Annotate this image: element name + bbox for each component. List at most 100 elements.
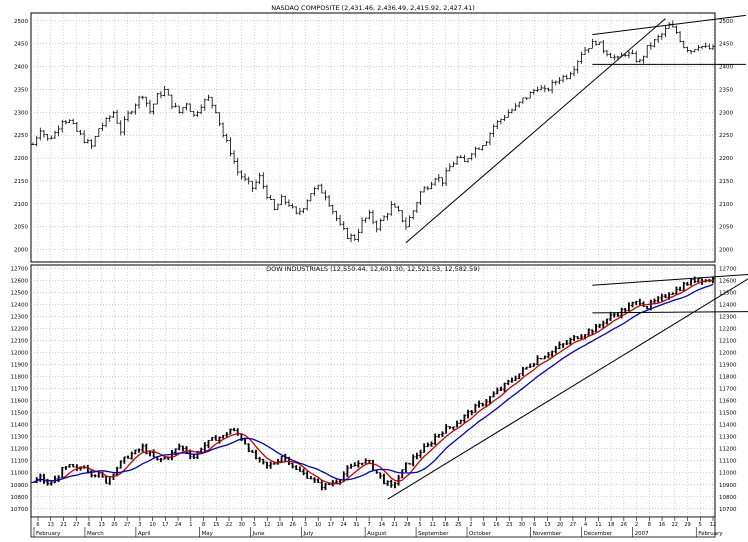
month-label: July xyxy=(302,531,314,537)
y-tick-label-left: 2100 xyxy=(14,202,28,208)
y-tick-label-right: 11200 xyxy=(719,447,737,453)
x-tick-label: 21 xyxy=(391,522,397,528)
month-label: 2007 xyxy=(635,531,649,537)
x-tick-label: 21 xyxy=(60,522,66,528)
x-tick-label: 25 xyxy=(455,522,461,528)
x-tick-label: 5 xyxy=(418,522,421,528)
y-tick-label-right: 11500 xyxy=(719,411,737,417)
y-tick-label-right: 11900 xyxy=(719,363,737,369)
month-label: June xyxy=(252,531,266,537)
y-tick-label-right: 11700 xyxy=(719,387,737,393)
x-tick-label: 28 xyxy=(404,522,410,528)
x-tick-label: 8 xyxy=(202,522,205,528)
y-tick-label-right: 11800 xyxy=(719,375,737,381)
nasdaq-title: NASDAQ COMPOSITE (2,431.46, 2,436.49, 2,… xyxy=(271,4,475,12)
x-tick-label: 16 xyxy=(659,522,665,528)
y-tick-label-right: 2300 xyxy=(719,110,733,116)
y-tick-label-left: 11800 xyxy=(11,375,29,381)
y-tick-label-right: 11100 xyxy=(719,459,737,465)
x-tick-label: 26 xyxy=(621,522,627,528)
y-tick-label-right: 10800 xyxy=(719,495,737,501)
y-tick-label-left: 2000 xyxy=(14,248,28,254)
y-tick-label-left: 2300 xyxy=(14,110,28,116)
nasdaq-panel: NASDAQ COMPOSITE (2,431.46, 2,436.49, 2,… xyxy=(14,4,746,262)
y-tick-label-right: 2050 xyxy=(719,225,733,231)
x-tick-label: 8 xyxy=(648,522,651,528)
x-tick-label: 10 xyxy=(149,522,155,528)
y-tick-label-left: 12400 xyxy=(11,302,29,308)
x-tick-label: 22 xyxy=(672,522,678,528)
y-tick-label-right: 11000 xyxy=(719,471,737,477)
y-tick-label-right: 2450 xyxy=(719,42,733,48)
x-tick-label: 3 xyxy=(304,522,307,528)
x-tick-label: 27 xyxy=(73,522,79,528)
y-tick-label-right: 11400 xyxy=(719,423,737,429)
month-label: November xyxy=(533,531,562,537)
dow-panel: DOW INDUSTRIALS (12,550.44, 12,601.30, 1… xyxy=(11,265,748,517)
y-tick-label-right: 12100 xyxy=(719,339,737,345)
dow-plot-frame xyxy=(31,265,715,517)
x-tick-label: 18 xyxy=(442,522,448,528)
y-tick-label-left: 11000 xyxy=(11,471,29,477)
y-tick-label-left: 2050 xyxy=(14,225,28,231)
y-tick-label-left: 11200 xyxy=(11,447,29,453)
x-tick-label: 12 xyxy=(264,522,270,528)
x-tick-label: 3 xyxy=(138,522,141,528)
x-tick-label: 19 xyxy=(277,522,283,528)
y-tick-label-left: 11300 xyxy=(11,435,29,441)
x-tick-label: 13 xyxy=(544,522,550,528)
y-tick-label-right: 2350 xyxy=(719,87,733,93)
month-label: February xyxy=(36,531,61,537)
y-tick-label-right: 12000 xyxy=(719,351,737,357)
x-tick-label: 6 xyxy=(36,522,39,528)
y-tick-label-right: 12600 xyxy=(719,278,737,284)
y-tick-label-left: 12500 xyxy=(11,290,29,296)
x-tick-label: 22 xyxy=(226,522,232,528)
y-tick-label-left: 12000 xyxy=(11,351,29,357)
x-tick-label: 23 xyxy=(506,522,512,528)
y-tick-label-right: 2000 xyxy=(719,248,733,254)
x-tick-label: 27 xyxy=(570,522,576,528)
y-tick-label-left: 2150 xyxy=(14,179,28,185)
month-label: February xyxy=(698,531,723,537)
y-tick-label-right: 12700 xyxy=(719,266,737,272)
y-tick-label-left: 10900 xyxy=(11,483,29,489)
month-label: October xyxy=(469,531,492,537)
y-tick-label-right: 2500 xyxy=(719,19,733,25)
y-tick-label-left: 11500 xyxy=(11,411,29,417)
x-tick-label: 20 xyxy=(111,522,117,528)
y-tick-label-left: 2500 xyxy=(14,19,28,25)
x-tick-label: 16 xyxy=(493,522,499,528)
y-tick-label-left: 12100 xyxy=(11,339,29,345)
x-tick-label: 12 xyxy=(710,522,716,528)
y-tick-label-right: 12200 xyxy=(719,327,737,333)
x-tick-label: 11 xyxy=(595,522,601,528)
x-tick-label: 7 xyxy=(368,522,371,528)
x-tick-label: 14 xyxy=(379,522,385,528)
y-tick-label-right: 12400 xyxy=(719,302,737,308)
y-tick-label-right: 10900 xyxy=(719,483,737,489)
y-tick-label-right: 2150 xyxy=(719,179,733,185)
y-tick-label-right: 11300 xyxy=(719,435,737,441)
x-tick-label: 13 xyxy=(98,522,104,528)
x-tick-label: 2 xyxy=(469,522,472,528)
y-tick-label-right: 11600 xyxy=(719,399,737,405)
month-label: March xyxy=(87,531,104,537)
x-tick-label: 30 xyxy=(239,522,245,528)
y-tick-label-left: 12600 xyxy=(11,278,29,284)
x-tick-label: 31 xyxy=(353,522,359,528)
x-tick-label: 24 xyxy=(340,522,346,528)
y-tick-label-right: 2400 xyxy=(719,65,733,71)
y-tick-label-left: 2250 xyxy=(14,133,28,139)
x-tick-label: 5 xyxy=(699,522,702,528)
x-tick-label: 1 xyxy=(189,522,192,528)
y-tick-label-left: 2400 xyxy=(14,65,28,71)
x-tick-label: 9 xyxy=(482,522,485,528)
y-tick-label-left: 2200 xyxy=(14,156,28,162)
x-tick-label: 6 xyxy=(533,522,536,528)
y-tick-label-left: 11400 xyxy=(11,423,29,429)
y-tick-label-left: 10800 xyxy=(11,495,29,501)
month-label: December xyxy=(584,531,613,537)
